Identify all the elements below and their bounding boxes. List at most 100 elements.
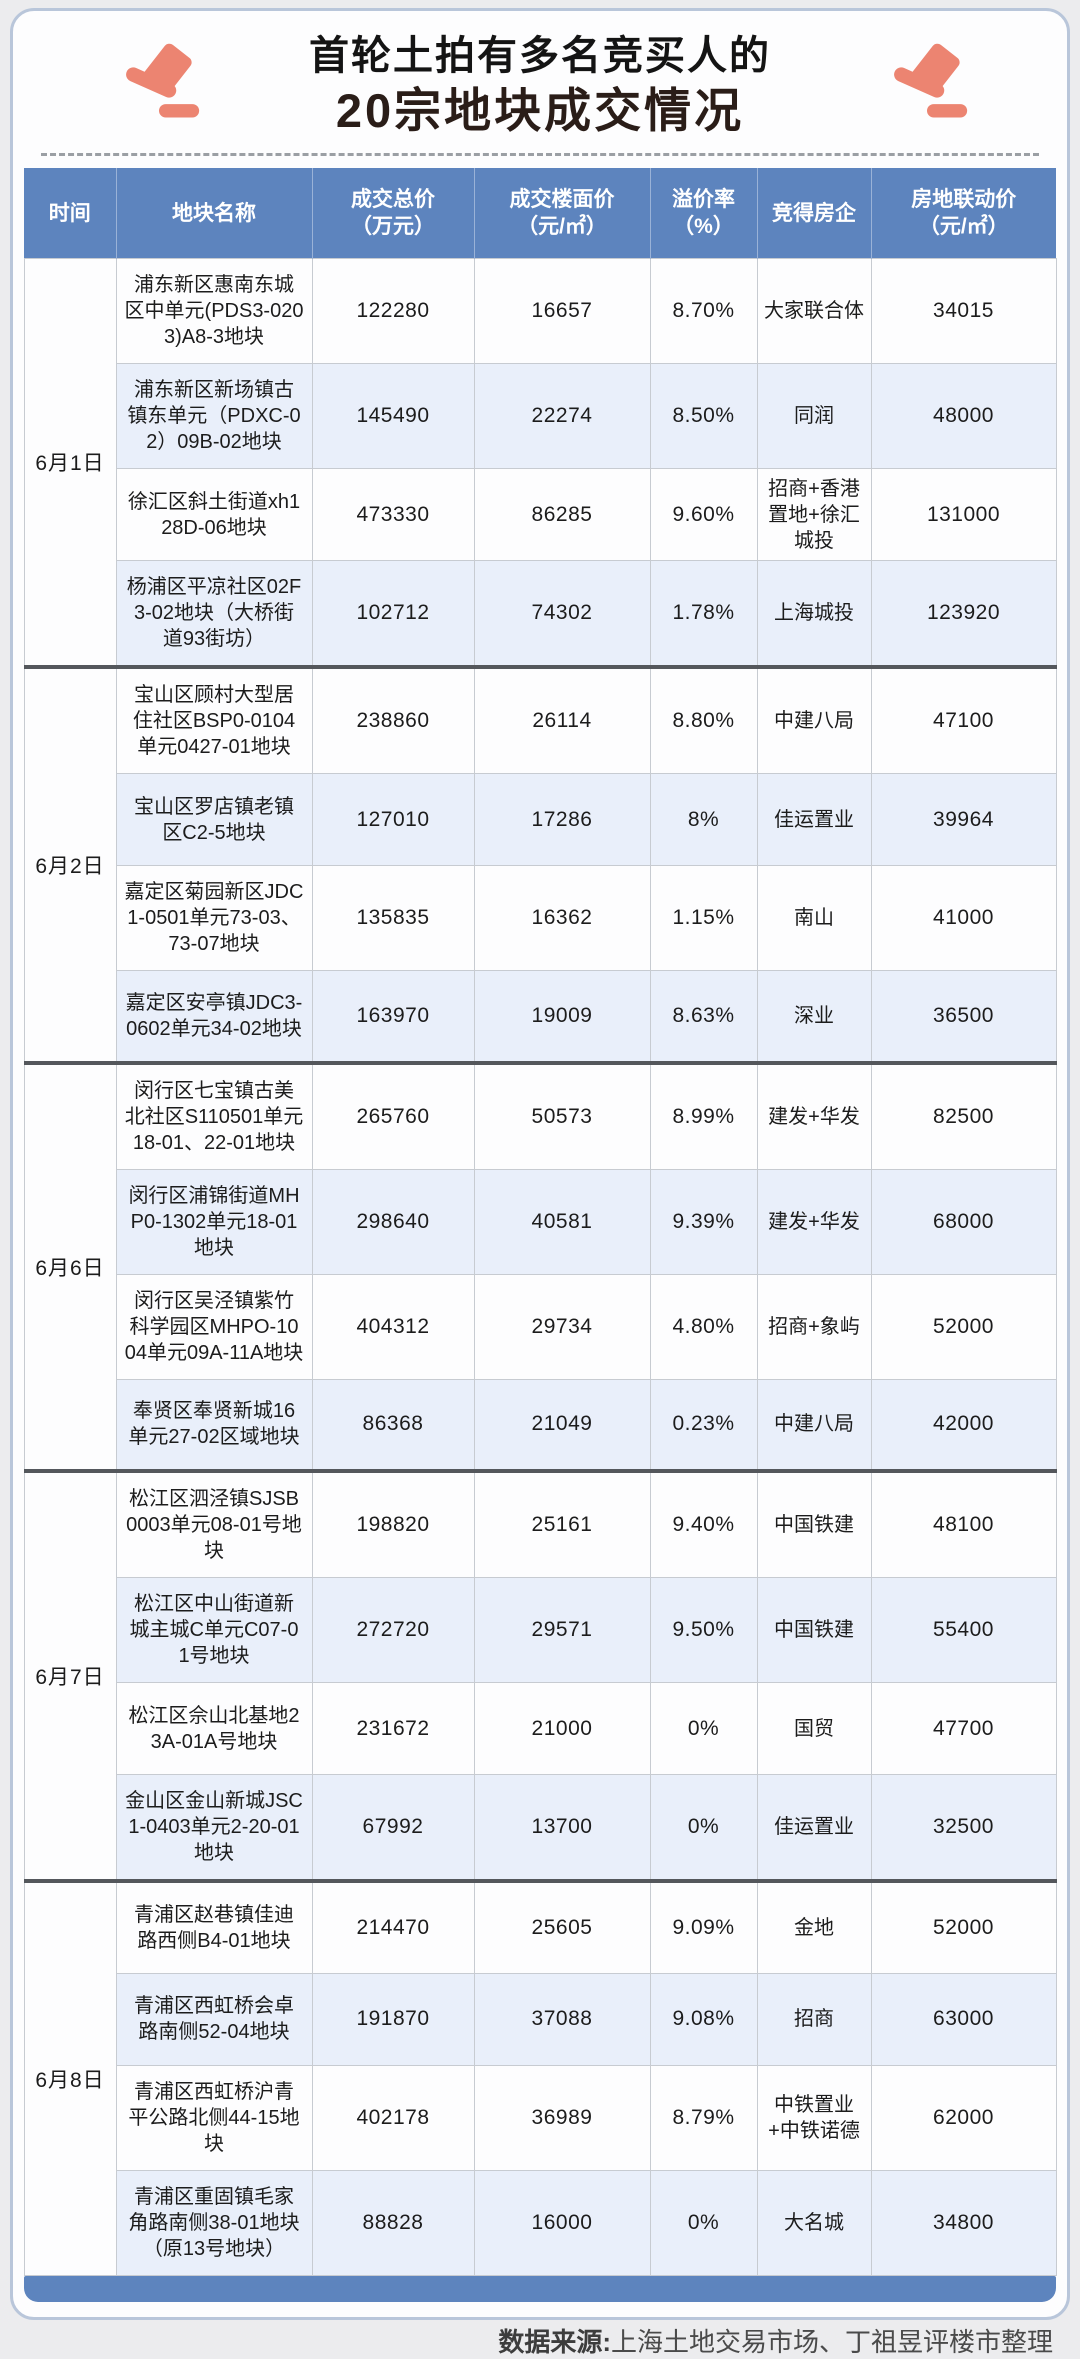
linkage-price-cell: 47100 — [870, 665, 1057, 774]
date-cell: 6月2日 — [23, 665, 117, 1063]
floor-price-cell: 26114 — [473, 665, 651, 774]
linkage-price-cell: 41000 — [870, 865, 1057, 971]
premium-rate-cell: 0.23% — [649, 1378, 758, 1472]
floor-price-cell: 16000 — [473, 2169, 651, 2276]
total-price-cell: 402178 — [311, 2064, 475, 2171]
plot-name-cell: 闵行区吴泾镇紫竹科学园区MHPO-1004单元09A-11A地块 — [115, 1273, 313, 1380]
date-group: 6月8日 青浦区赵巷镇佳迪路西侧B4-01地块 214470 25605 9.09% 金地… — [23, 1879, 1057, 2276]
header-cell-linkage-price: 房地联动价 （元/㎡） — [870, 168, 1056, 259]
linkage-price-cell: 62000 — [870, 2064, 1057, 2171]
total-price-cell: 127010 — [311, 773, 475, 866]
floor-price-cell: 86285 — [473, 468, 651, 561]
floor-price-cell: 36989 — [473, 2064, 651, 2171]
total-price-cell: 67992 — [311, 1774, 475, 1882]
plot-name-cell: 浦东新区新场镇古镇东单元（PDXC-02）09B-02地块 — [115, 363, 313, 469]
table-row: 松江区中山街道新城主城C单元C07-01号地块 272720 29571 9.50% 中… — [24, 1577, 1057, 1683]
winner-cell: 深业 — [756, 970, 872, 1063]
total-price-cell: 214470 — [311, 1879, 475, 1974]
table-row: 闵行区浦锦街道MHP0-1302单元18-01地块 298640 40581 9.39… — [24, 1168, 1057, 1275]
floor-price-cell: 19009 — [473, 970, 651, 1063]
total-price-cell: 272720 — [311, 1577, 475, 1683]
table-row: 6月2日 宝山区顾村大型居住社区BSP0-0104单元0427-01地块 23886… — [23, 665, 1057, 1063]
table-row: 青浦区西虹桥沪青平公路北侧44-15地块 402178 36989 8.79% 中铁置业… — [24, 2064, 1057, 2171]
floor-price-cell: 40581 — [473, 1168, 651, 1275]
linkage-price-cell: 123920 — [870, 560, 1057, 668]
premium-rate-cell: 9.39% — [649, 1168, 758, 1275]
plot-name-cell: 松江区中山街道新城主城C单元C07-01号地块 — [115, 1577, 313, 1683]
table-row: 杨浦区平凉社区02F3-02地块（大桥街道93街坊） 102712 74302 1.7… — [24, 560, 1057, 668]
premium-rate-cell: 8.80% — [649, 665, 758, 774]
gavel-icon — [894, 43, 968, 118]
premium-rate-cell: 8.99% — [649, 1060, 758, 1170]
page-title-line1: 首轮土拍有多名竞买人的 — [309, 34, 771, 78]
table-row: 6月7日 松江区泗泾镇SJSB0003单元08-01号地块 198820 25161 9… — [23, 1469, 1057, 1882]
linkage-price-cell: 131000 — [870, 468, 1057, 561]
linkage-price-cell: 34015 — [870, 258, 1057, 364]
total-price-cell: 191870 — [311, 1972, 475, 2066]
gavel-icon — [126, 43, 200, 118]
total-price-cell: 163970 — [311, 970, 475, 1063]
table-row: 青浦区西虹桥会卓路南侧52-04地块 191870 37088 9.08% 招商 6300… — [24, 1972, 1057, 2066]
total-price-cell: 231672 — [311, 1682, 475, 1775]
table-row: 6月6日 闵行区七宝镇古美北社区S110501单元18-01、22-01地块 265… — [23, 1060, 1057, 1472]
plot-name-cell: 嘉定区菊园新区JDC1-0501单元73-03、73-07地块 — [115, 865, 313, 971]
floor-price-cell: 37088 — [473, 1972, 651, 2066]
winner-cell: 中国铁建 — [756, 1577, 872, 1683]
linkage-price-cell: 68000 — [870, 1168, 1057, 1275]
premium-rate-cell: 9.50% — [649, 1577, 758, 1683]
plot-name-cell: 徐汇区斜土街道xh128D-06地块 — [115, 468, 313, 561]
total-price-cell: 198820 — [311, 1469, 475, 1578]
premium-rate-cell: 1.78% — [649, 560, 758, 668]
table-header: 时间 地块名称 成交总价 （万元） 成交楼面价 （元/㎡） 溢价率 （%） 竞得房企 … — [24, 168, 1056, 259]
dashed-divider — [41, 153, 1039, 156]
date-group: 6月6日 闵行区七宝镇古美北社区S110501单元18-01、22-01地块 265… — [23, 1060, 1057, 1472]
floor-price-cell: 16657 — [473, 258, 651, 364]
header-cell-premium-rate: 溢价率 （%） — [649, 168, 757, 259]
premium-rate-cell: 8.79% — [649, 2064, 758, 2171]
floor-price-cell: 21049 — [473, 1378, 651, 1472]
floor-price-cell: 25161 — [473, 1469, 651, 1578]
table-row: 徐汇区斜土街道xh128D-06地块 473330 86285 9.60% 招商+香港置… — [24, 468, 1057, 561]
table-row: 嘉定区安亭镇JDC3-0602单元34-02地块 163970 19009 8.63%… — [24, 970, 1057, 1063]
plot-name-cell: 嘉定区安亭镇JDC3-0602单元34-02地块 — [115, 970, 313, 1063]
date-cell: 6月1日 — [23, 258, 117, 668]
header-cell-time: 时间 — [24, 168, 116, 259]
total-price-cell: 122280 — [311, 258, 475, 364]
floor-price-cell: 21000 — [473, 1682, 651, 1775]
premium-rate-cell: 0% — [649, 1682, 758, 1775]
plot-name-cell: 浦东新区惠南东城区中单元(PDS3-0203)A8-3地块 — [115, 258, 313, 364]
linkage-price-cell: 34800 — [870, 2169, 1057, 2276]
header-cell-winner: 竞得房企 — [756, 168, 871, 259]
date-cell: 6月8日 — [23, 1879, 117, 2276]
date-cell: 6月6日 — [23, 1060, 117, 1472]
plot-name-cell: 金山区金山新城JSC1-0403单元2-20-01地块 — [115, 1774, 313, 1882]
bottom-bar — [24, 2275, 1056, 2302]
linkage-price-cell: 48000 — [870, 363, 1057, 469]
winner-cell: 中铁置业+中铁诺德 — [756, 2064, 872, 2171]
winner-cell: 同润 — [756, 363, 872, 469]
linkage-price-cell: 63000 — [870, 1972, 1057, 2066]
winner-cell: 佳运置业 — [756, 1774, 872, 1882]
plot-name-cell: 闵行区浦锦街道MHP0-1302单元18-01地块 — [115, 1168, 313, 1275]
total-price-cell: 404312 — [311, 1273, 475, 1380]
premium-rate-cell: 4.80% — [649, 1273, 758, 1380]
table-row: 松江区佘山北基地23A-01A号地块 231672 21000 0% 国贸 47700 — [24, 1682, 1057, 1775]
infographic-card: 首轮土拍有多名竞买人的 20宗地块成交情况 时间 地块名称 成交总价 （万元） 成… — [10, 8, 1070, 2357]
plot-name-cell: 青浦区西虹桥沪青平公路北侧44-15地块 — [115, 2064, 313, 2171]
plot-name-cell: 松江区泗泾镇SJSB0003单元08-01号地块 — [115, 1469, 313, 1578]
premium-rate-cell: 9.60% — [649, 468, 758, 561]
floor-price-cell: 74302 — [473, 560, 651, 668]
winner-cell: 招商+象屿 — [756, 1273, 872, 1380]
winner-cell: 建发+华发 — [756, 1168, 872, 1275]
winner-cell: 上海城投 — [756, 560, 872, 668]
premium-rate-cell: 9.09% — [649, 1879, 758, 1974]
winner-cell: 中建八局 — [756, 1378, 872, 1472]
header-cell-floor-price: 成交楼面价 （元/㎡） — [473, 168, 650, 259]
winner-cell: 建发+华发 — [756, 1060, 872, 1170]
floor-price-cell: 29734 — [473, 1273, 651, 1380]
plot-name-cell: 奉贤区奉贤新城16单元27-02区域地块 — [115, 1378, 313, 1472]
plot-name-cell: 杨浦区平凉社区02F3-02地块（大桥街道93街坊） — [115, 560, 313, 668]
data-source: 数据来源:上海土地交易市场、丁祖昱评楼市整理 — [13, 2322, 1053, 2359]
table-row: 闵行区吴泾镇紫竹科学园区MHPO-1004单元09A-11A地块 404312 29… — [24, 1273, 1057, 1380]
premium-rate-cell: 8.50% — [649, 363, 758, 469]
